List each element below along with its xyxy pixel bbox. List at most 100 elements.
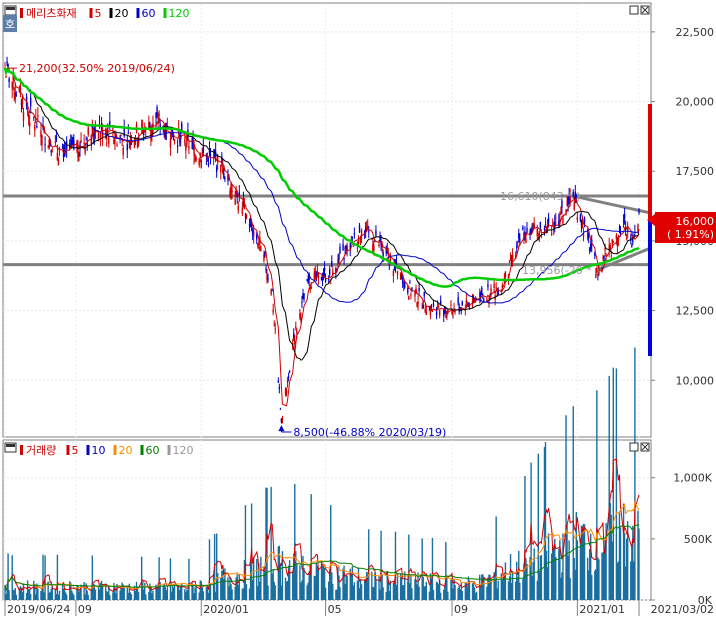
candle-body [5,76,7,78]
volume-bar [150,587,152,600]
volume-bar [257,586,259,600]
volume-bar [562,533,564,600]
candle-body [158,114,160,116]
candle-body [457,297,459,304]
maximize-icon[interactable] [629,5,639,15]
candle-body [395,261,398,266]
range-bar-upper [648,104,652,220]
volume-bar [143,589,145,600]
candle-body [586,231,589,239]
volume-bar [380,530,382,600]
volume-bar [198,592,200,600]
candle-body [342,244,344,250]
candle-body [358,225,361,233]
volume-bar [431,537,434,600]
volume-bar [177,585,180,600]
candle-body [126,144,128,151]
volume-bar [170,591,173,600]
candle-body [79,144,81,149]
candle-body [367,226,369,228]
candle-body [435,311,438,316]
candle-body [511,255,514,260]
volume-bar [387,580,389,600]
candle-body [18,88,21,92]
volume-bar [586,557,589,600]
volume-bar [601,552,603,600]
volume-bar [192,585,194,600]
volume-bar [159,582,161,600]
volume-maximize-icon[interactable] [629,442,639,452]
volume-bar [472,582,475,600]
volume-bar [343,565,345,600]
candle-body [163,128,165,137]
support-trendline [596,246,652,272]
volume-bar [215,533,218,600]
volume-bar [510,582,513,600]
candle-body [378,244,380,247]
volume-bar [114,586,116,600]
volume-bar [375,579,377,600]
volume-bar [292,572,294,600]
volume-bar [482,574,484,600]
volume-bar [172,587,175,600]
volume-bar [285,581,288,600]
volume-bar [396,573,399,600]
candle-body [47,145,49,147]
volume-bar [430,579,433,600]
volume-bar [185,591,187,600]
candle-body [605,255,607,257]
volume-bar [55,593,58,600]
volume-bar [166,587,169,600]
volume-bar [460,581,462,600]
candle-body [274,328,276,330]
volume-bar [25,593,28,600]
volume-bar [112,592,114,600]
candle-body [359,237,362,243]
candle-body [119,136,121,138]
volume-bar [307,582,309,600]
volume-bar [591,575,593,600]
candle-body [625,237,628,240]
candle-body [300,317,302,321]
volume-bar [457,587,459,600]
candle-body [97,132,100,141]
date-tick-label: 2020/01 [203,603,249,616]
corner-badge-icon[interactable] [3,15,17,32]
volume-bar [8,590,10,600]
volume-bar [77,585,79,600]
volume-bar [539,555,542,600]
candle-body [71,139,73,145]
candle-body [22,111,25,121]
volume-menu-icon[interactable] [4,442,17,453]
candle-body [99,134,102,138]
volume-bar [597,557,599,600]
candle-body [36,125,38,128]
candle-body [108,136,110,145]
volume-bar [605,523,607,600]
volume-bar [180,586,182,600]
candle-body [623,213,626,219]
candle-body [231,190,233,192]
volume-bar [595,569,597,600]
candle-body [495,287,497,289]
volume-bar [56,554,59,600]
volume-bar [566,524,568,600]
volume-bar [367,575,369,600]
volume-bar [465,582,468,600]
candle-body [270,290,272,295]
volume-bar [274,585,276,600]
volume-bar [163,583,165,600]
legend-ma-label: 5 [72,444,79,457]
candle-body [33,116,35,118]
volume-bar [594,570,596,600]
candle-body [540,235,543,237]
candle-body [444,306,446,312]
candle-body [509,258,512,260]
volume-bar [590,533,592,600]
candle-body [296,330,298,334]
candle-body [307,279,309,283]
legend-ma-marker [167,445,171,455]
candle-body [616,240,619,247]
volume-bar [421,538,423,600]
